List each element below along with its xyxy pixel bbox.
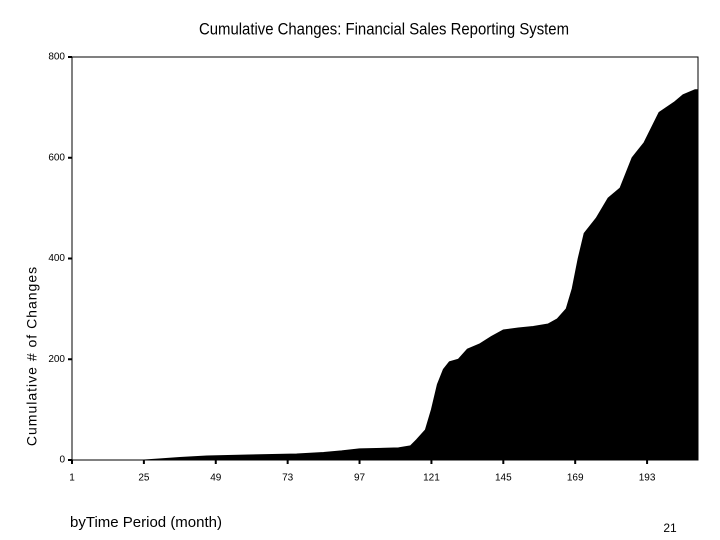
x-tick-label: 49 [210, 473, 222, 484]
x-tick-label: 193 [639, 473, 656, 484]
x-tick-label: 1 [69, 473, 75, 484]
area [72, 89, 699, 461]
page-number: 21 [663, 521, 677, 535]
y-axis-label: Cumulative # of Changes [24, 266, 40, 446]
x-tick-label: 73 [282, 473, 294, 484]
y-tick-label: 400 [48, 253, 65, 264]
x-tick-label: 169 [567, 473, 584, 484]
y-tick-label: 600 [48, 152, 65, 163]
x-tick-label: 121 [423, 473, 440, 484]
x-tick-label: 97 [354, 473, 366, 484]
chart-title: Cumulative Changes: Financial Sales Repo… [199, 19, 569, 38]
x-tick-label: 145 [495, 473, 512, 484]
y-tick-label: 800 [48, 52, 65, 63]
x-axis-label: byTime Period (month) [70, 514, 222, 531]
y-tick-label: 0 [59, 455, 65, 466]
x-tick-label: 25 [138, 473, 150, 484]
y-tick-label: 200 [48, 354, 65, 365]
